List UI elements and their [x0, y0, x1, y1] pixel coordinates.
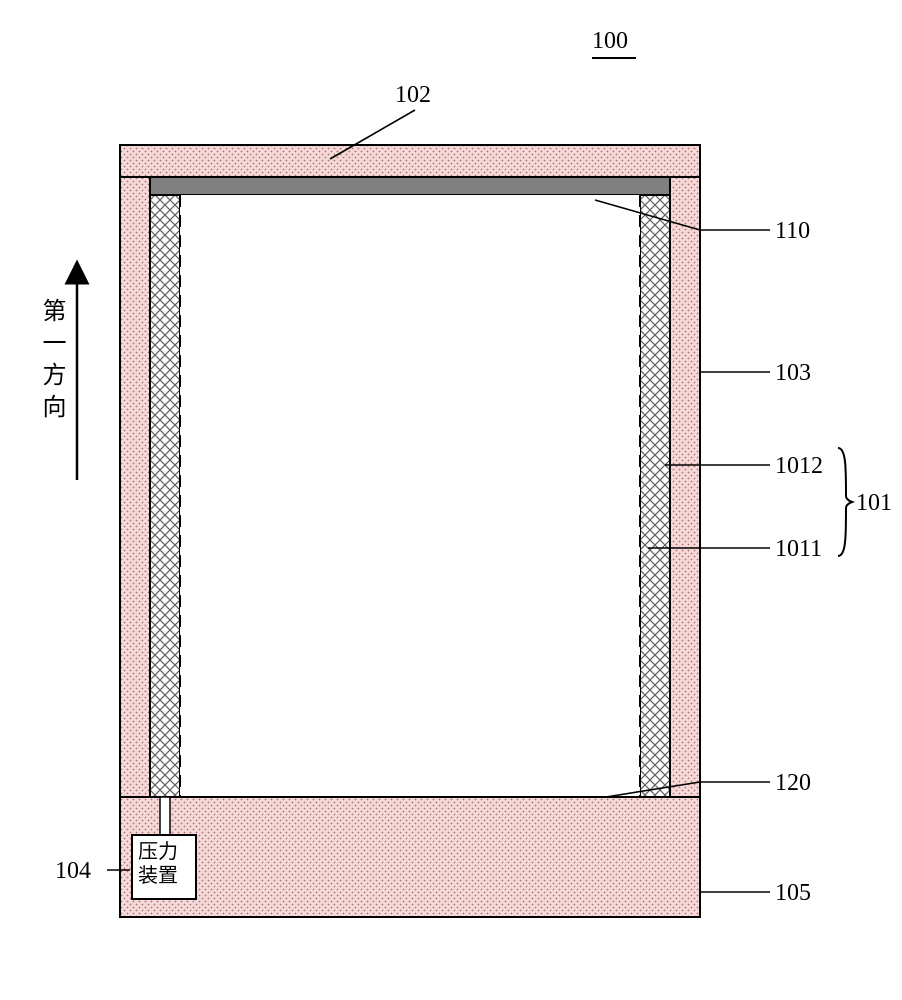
label-103: 103 [775, 360, 811, 387]
right-outer-wall [670, 177, 700, 797]
direction-label: 第一方向 [34, 298, 69, 426]
part-102 [120, 145, 700, 177]
label-120: 120 [775, 770, 811, 797]
figure-id: 100 [592, 28, 628, 55]
right-hatch-wall [640, 195, 670, 797]
brace-101 [838, 448, 852, 556]
label-101: 101 [856, 490, 892, 517]
part-105 [120, 797, 700, 917]
label-104: 104 [55, 858, 91, 885]
diagram-svg [0, 0, 902, 1000]
label-102: 102 [395, 82, 431, 109]
part-110-top [150, 177, 670, 195]
label-110: 110 [775, 218, 810, 245]
label-1012: 1012 [775, 453, 823, 480]
left-hatch-wall [150, 195, 180, 797]
left-outer-wall [120, 177, 150, 797]
label-1011: 1011 [775, 536, 822, 563]
interior-cavity [180, 195, 640, 797]
channel-notch [160, 797, 170, 835]
pressure-box-label: 压力 装置 [138, 840, 178, 888]
label-105: 105 [775, 880, 811, 907]
